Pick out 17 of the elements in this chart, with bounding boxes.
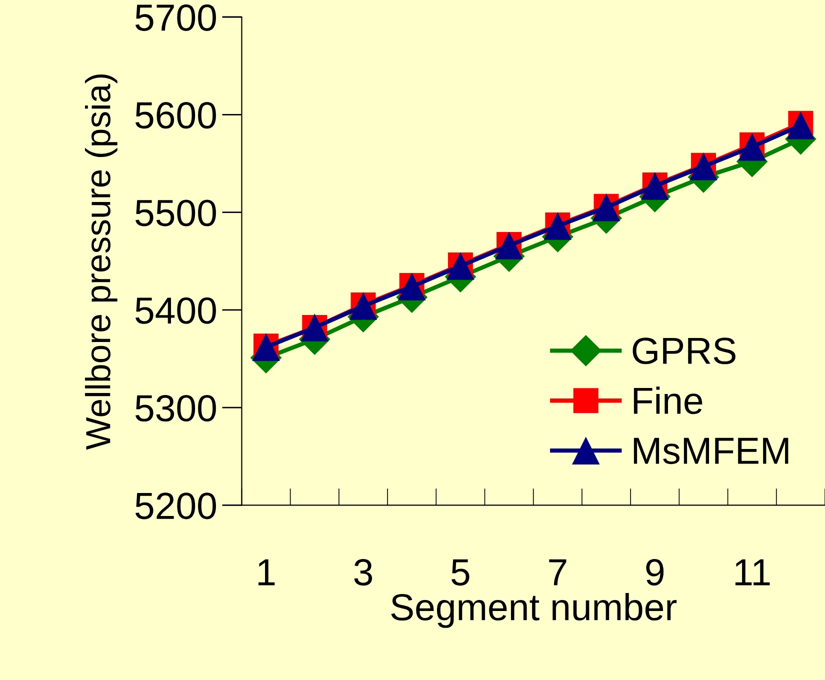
x-tick-label: 1	[258, 559, 275, 586]
legend-label: MsMFEM	[634, 438, 788, 464]
y-tick-label: 5600	[136, 102, 216, 129]
x-tick-label: 7	[549, 559, 566, 586]
x-tick-label: 3	[354, 559, 372, 586]
y-tick-label: 5200	[136, 492, 216, 520]
legend-label: GPRS	[632, 338, 736, 364]
y-tick-label: 5400	[136, 297, 216, 324]
legend-label: Fine	[634, 386, 702, 414]
y-axis-title: Wellbore pressure (psia)	[84, 74, 118, 450]
x-tick-label: 11	[735, 559, 770, 586]
y-tick-label: 5300	[136, 394, 216, 422]
x-tick-label: 9	[646, 559, 664, 586]
y-tick-label: 5700	[136, 4, 216, 31]
y-tick-label: 5500	[136, 200, 216, 226]
x-axis-title: Segment number	[391, 592, 677, 628]
x-tick-label: 5	[452, 559, 470, 586]
